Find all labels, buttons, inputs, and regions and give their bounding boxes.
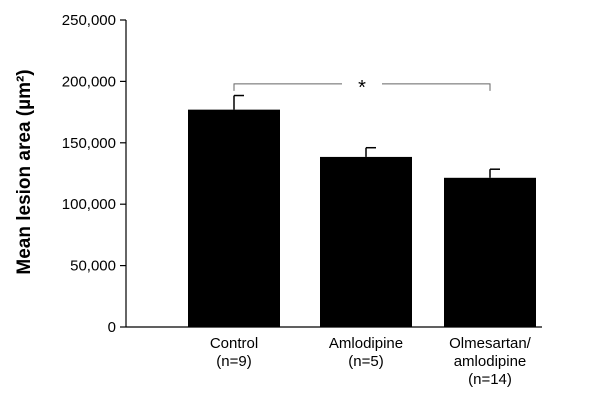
y-axis-label: Mean lesion area (µm²) <box>14 69 35 274</box>
bracket-right <box>382 83 491 91</box>
x-tick-label: (n=14) <box>468 371 512 388</box>
y-tick-label: 100,000 <box>62 196 116 213</box>
x-tick-label: (n=9) <box>216 353 251 370</box>
bar <box>320 156 412 327</box>
x-tick-label: Amlodipine <box>329 335 403 352</box>
bars <box>188 109 536 327</box>
bracket-left <box>233 83 342 91</box>
significance-bracket: * <box>233 77 491 99</box>
y-tick-label: 250,000 <box>62 12 116 29</box>
y-tick-label: 150,000 <box>62 135 116 152</box>
x-tick-label: amlodipine <box>454 353 527 370</box>
x-tick-label: (n=5) <box>348 353 383 370</box>
bar <box>444 177 536 327</box>
x-tick-labels: Control(n=9) Amlodipine(n=5) Olmesartan/am… <box>210 335 532 388</box>
significance-label: * <box>358 77 366 99</box>
x-tick-label: Olmesartan/ <box>449 335 532 352</box>
y-tick-label: 50,000 <box>70 258 116 275</box>
y-tick-label: 0 <box>108 319 116 336</box>
x-tick-label: Control <box>210 335 258 352</box>
error-bars <box>233 94 500 178</box>
y-tick-label: 200,000 <box>62 73 116 90</box>
y-ticks: 0 50,000 100,000 150,000 200,000 250,000 <box>62 12 126 336</box>
bar <box>188 109 280 327</box>
